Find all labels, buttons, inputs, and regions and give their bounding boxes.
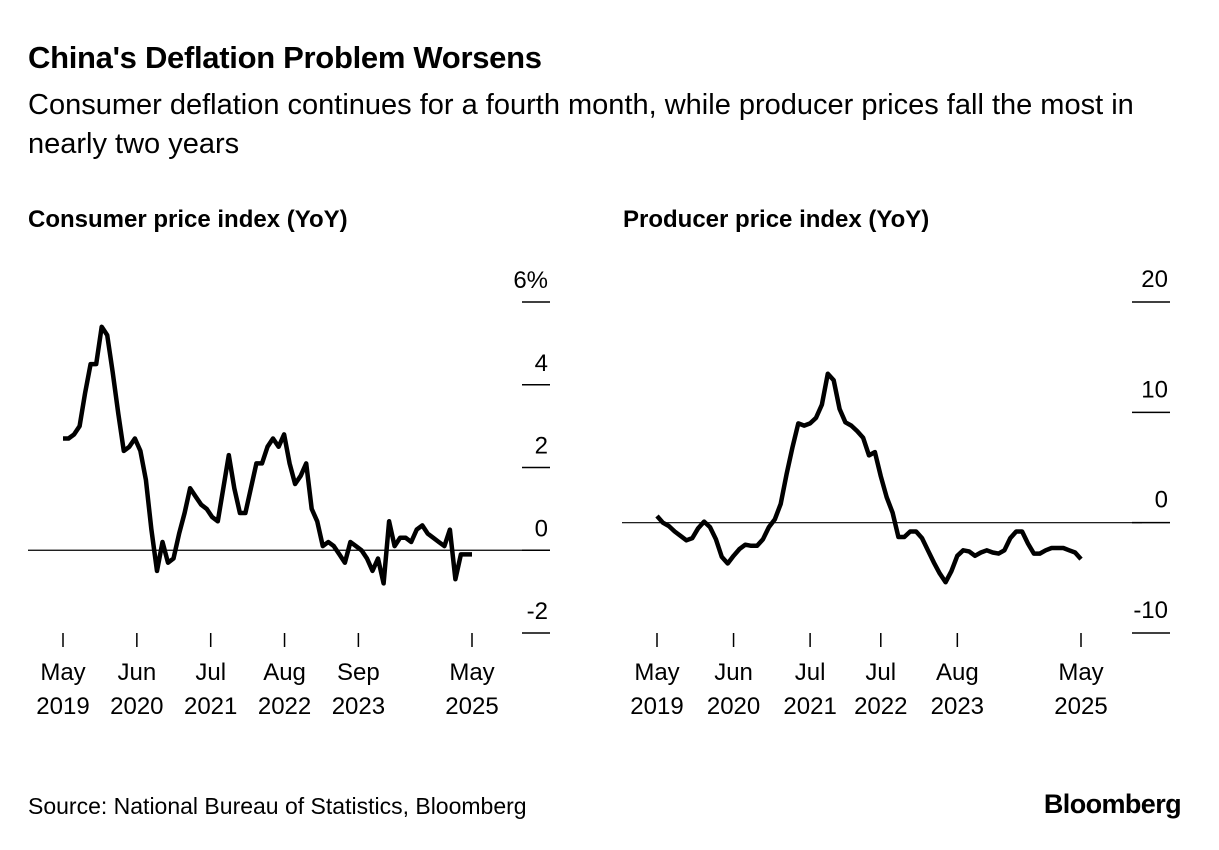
cpi-chart: 6% 4 2 0 -2 May 2019 Jun 2020 Jul 2021 Aug 2022 Sep 20…: [28, 267, 550, 720]
ppi-xtick-label-year: 2021: [783, 693, 836, 720]
cpi-ytick-label: -2: [527, 598, 548, 625]
charts-canvas: 6%420-2May2019Jun2020Jul2021Aug2022Sep20…: [28, 266, 1170, 720]
ppi-ytick-label: 20: [1141, 266, 1168, 293]
chart-subtitle: Consumer deflation continues for a fourt…: [28, 89, 1134, 160]
cpi-xtick-label-year: 2022: [258, 693, 311, 720]
cpi-xtick-label-year: 2020: [110, 693, 163, 720]
ppi-xtick-label-year: 2020: [707, 693, 760, 720]
cpi-xtick-label-year: 2021: [184, 693, 237, 720]
cpi-xtick-label-month: Aug: [263, 659, 306, 686]
cpi-xtick-label-month: Jun: [117, 659, 156, 686]
ppi-series-line: [655, 371, 1083, 585]
source-note: Source: National Bureau of Statistics, B…: [28, 793, 527, 819]
ppi-xtick-label-year: 2023: [931, 693, 984, 720]
chart-title: China's Deflation Problem Worsens: [28, 40, 542, 75]
cpi-xtick-label-month: Sep: [337, 659, 380, 686]
cpi-xtick-label-month: May: [40, 659, 85, 686]
cpi-xtick-label-month: May: [449, 659, 494, 686]
ppi-xtick-label-year: 2025: [1054, 693, 1107, 720]
ppi-xtick-label-month: May: [1058, 659, 1103, 686]
cpi-xtick-label-year: 2023: [332, 693, 385, 720]
cpi-ytick-label: 0: [535, 515, 548, 542]
cpi-series-line: [63, 324, 472, 586]
ppi-panel-title: Producer price index (YoY): [623, 206, 930, 233]
cpi-xtick-label-year: 2019: [36, 693, 89, 720]
ppi-ytick-label: 0: [1155, 487, 1168, 514]
cpi-ytick-label: 4: [535, 350, 548, 377]
ppi-xtick-label-month: Jun: [714, 659, 753, 686]
ppi-xtick-label-month: Aug: [936, 659, 979, 686]
ppi-xtick-label-year: 2019: [630, 693, 683, 720]
bloomberg-logo: Bloomberg: [1043, 789, 1182, 819]
cpi-ytick-label: 2: [535, 433, 548, 460]
cpi-xtick-label-month: Jul: [195, 659, 226, 686]
ppi-ytick-label: -10: [1133, 597, 1168, 624]
ppi-xtick-label-month: Jul: [795, 659, 826, 686]
cpi-ytick-label: 6%: [513, 267, 548, 294]
ppi-ytick-label: 10: [1141, 376, 1168, 403]
cpi-xtick-label-year: 2025: [445, 693, 498, 720]
ppi-chart: 20 10 0 -10 May 2019 Jun 2020 Jul 2021 Jul 2022 Aug 2…: [622, 266, 1170, 720]
ppi-xtick-label-month: Jul: [865, 659, 896, 686]
ppi-xtick-label-year: 2022: [854, 693, 907, 720]
cpi-panel-title: Consumer price index (YoY): [28, 206, 348, 233]
ppi-xtick-label-month: May: [634, 659, 679, 686]
